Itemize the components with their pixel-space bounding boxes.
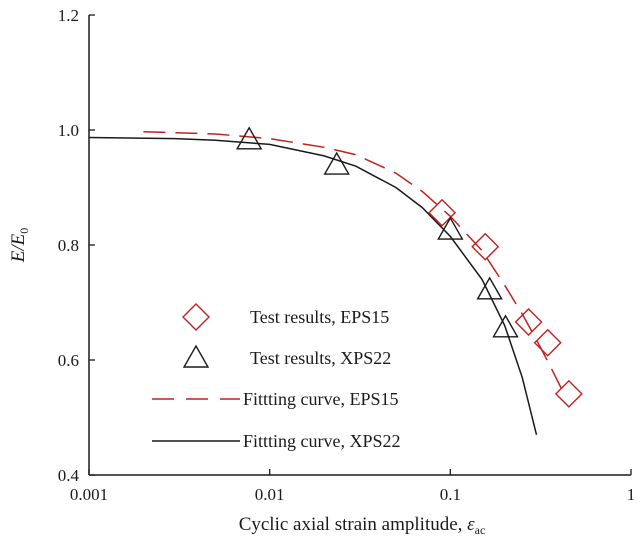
x-tick-label: 0.1	[440, 485, 461, 504]
data-point-xps22	[492, 314, 519, 338]
y-axis-label-subscript: 0	[17, 228, 31, 234]
x-axis-label: Cyclic axial strain amplitude, εac	[239, 514, 486, 537]
axes	[88, 14, 632, 476]
data-point-xps22	[323, 151, 350, 175]
x-tick-label: 0.01	[255, 485, 285, 504]
x-tick-label: 0.001	[70, 485, 108, 504]
y-tick-label: 1.2	[58, 6, 79, 25]
legend: Test results, EPS15 Test results, XPS22 Fi…	[152, 303, 401, 451]
legend-label-test-results-eps15: Test results, EPS15	[250, 307, 389, 327]
x-tick-label: 1	[627, 485, 636, 504]
y-tick-label: 1.0	[58, 121, 79, 140]
y-tick-label: 0.4	[58, 466, 80, 485]
y-tick-label: 0.8	[58, 236, 79, 255]
data-point-eps15	[471, 232, 500, 261]
legend-marker-test-results-eps15	[182, 303, 210, 331]
legend-label-fittting-curve-eps15: Fittting curve, EPS15	[243, 389, 399, 409]
legend-label-fittting-curve-xps22: Fittting curve, XPS22	[243, 431, 401, 451]
x-axis-label-subscript: ac	[475, 523, 486, 537]
data-point-eps15	[514, 308, 543, 337]
tick-labels: 0.4 0.6 0.8 1.0 1.2 0.001 0.01 0.1 1	[58, 6, 636, 504]
data-point-xps22	[235, 126, 263, 150]
data-point-xps22	[437, 216, 464, 240]
data-point-eps15	[533, 328, 562, 357]
data-point-eps15	[428, 198, 457, 227]
x-axis-label-text: Cyclic axial strain amplitude,	[239, 514, 467, 535]
x-axis-label-symbol: ε	[467, 514, 475, 535]
fitting-curve-eps15	[143, 130, 564, 392]
series-layer	[88, 126, 583, 435]
data-point-xps22	[476, 276, 503, 300]
legend-marker-test-results-xps22	[182, 344, 210, 368]
legend-label-test-results-xps22: Test results, XPS22	[250, 348, 391, 368]
y-tick-label: 0.6	[58, 351, 79, 370]
fitting-curve-xps22	[88, 136, 538, 435]
data-point-eps15	[554, 379, 583, 408]
y-axis-label-text: E/E	[8, 233, 29, 263]
y-axis-label: E/E0	[8, 228, 31, 264]
